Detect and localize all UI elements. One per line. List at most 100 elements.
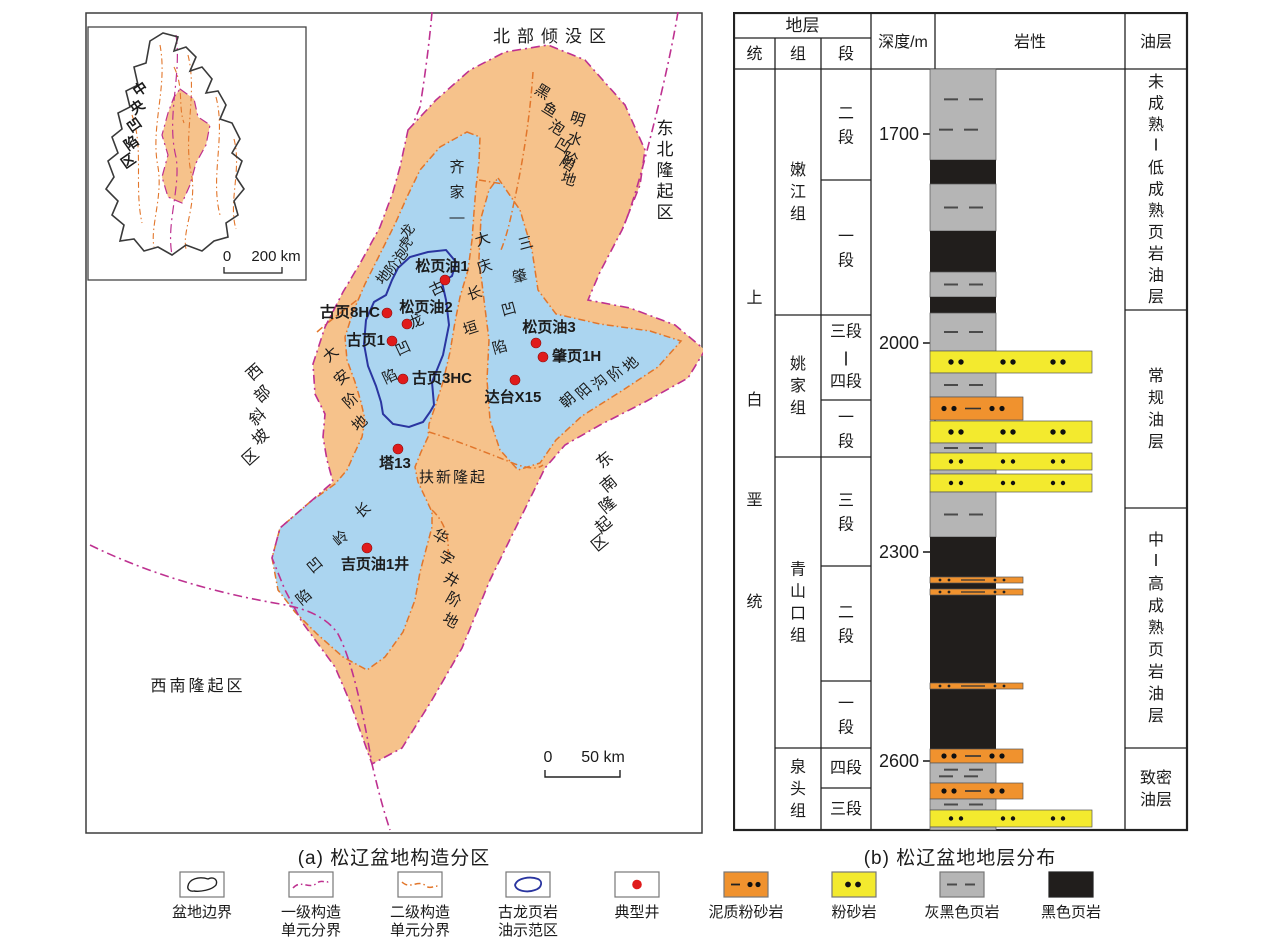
member-label: 三段 (830, 323, 862, 341)
region-label: 凹 (393, 338, 414, 360)
oil-layer-label: 中 (1148, 531, 1164, 549)
siltstone-dot (958, 480, 964, 486)
lith-interval-gray_shale (929, 68, 997, 161)
second-order-boundary-line (271, 131, 481, 671)
region-label: 齐 (449, 159, 464, 176)
stringer-dot (938, 578, 942, 582)
siltstone-dot (948, 816, 954, 821)
legend-swatch-box (288, 871, 334, 898)
demo-area-glyph (514, 876, 542, 893)
legend-swatch-box (505, 871, 551, 898)
member-label: 三 (838, 493, 854, 510)
legend-label-siltstone: 粉砂岩 (831, 904, 877, 921)
legend-swatch-demo-area (505, 871, 551, 898)
legend-label-typical-well: 典型井 (614, 904, 660, 921)
header-depth: 深度/m (878, 33, 928, 51)
series-label: 白 (746, 391, 762, 409)
siltstone-dot (1000, 459, 1006, 464)
well-marker (386, 335, 398, 347)
member-label: 一 (838, 410, 854, 427)
oil-layer-label: 熟 (1148, 202, 1164, 220)
inset-first-order-line (169, 34, 178, 256)
series-label: 垩 (746, 492, 762, 509)
siltstone-dot (1060, 359, 1066, 365)
siltstone-dot (1050, 359, 1056, 365)
oil-layer-label: 油层 (1140, 791, 1172, 809)
inset-second-order-line (131, 114, 143, 224)
map-scale-zero: 0 (544, 749, 553, 766)
siltstone-dot (855, 881, 861, 888)
lith-interval-black_shale (930, 537, 996, 749)
region-label: 陷 (380, 366, 401, 388)
well-label: 古页1 (347, 331, 385, 349)
formation-label: 青 (790, 561, 806, 579)
formation-label: 嫩 (790, 161, 806, 179)
region-label: 起 (657, 182, 674, 201)
well-marker (381, 307, 393, 319)
region-label: 北 (657, 140, 674, 159)
muddy-dot (999, 788, 1005, 794)
header-duan: 段 (838, 45, 854, 63)
siltstone-dot (1010, 359, 1016, 365)
lith-interval-gray_shale (929, 491, 997, 538)
lith-interval-gray_shale (929, 372, 997, 398)
stringer-dot (938, 684, 942, 688)
oil-layer-label: 高 (1148, 575, 1164, 593)
inset-central-depression-outline (161, 88, 211, 204)
oil-layer-label: 熟 (1148, 116, 1164, 134)
member-label: 段 (838, 129, 854, 147)
oil-layer-label: 成 (1148, 95, 1164, 113)
siltstone-dot (958, 359, 964, 365)
region-label: 阶 (442, 589, 464, 611)
oil-layer-label: 致密 (1140, 769, 1172, 787)
lith-interval-gray_shale (929, 312, 997, 352)
legend-label-first-order-boundary: 一级构造 单元分界 (280, 904, 341, 939)
map-scale-text: 50 km (581, 749, 625, 766)
muddy-dot (989, 405, 995, 412)
muddy-dot (941, 753, 947, 759)
oil-layer-label: 成 (1148, 181, 1164, 199)
formation-label: 家 (790, 377, 806, 395)
depth-tick-label: 2600 (879, 751, 919, 771)
muddy-dot (951, 788, 957, 794)
legend-swatch-box (723, 871, 769, 898)
basin-boundary-glyph (187, 877, 218, 892)
series-label: 上 (746, 289, 762, 307)
well-label: 松页油2 (399, 298, 452, 316)
caption-a: (a) 松辽盆地构造分区 (297, 848, 491, 869)
legend-swatch-siltstone (831, 871, 877, 898)
siltstone-dot (948, 480, 954, 486)
member-label: 二 (838, 605, 854, 622)
legend-swatch-box (1048, 871, 1094, 898)
region-label: 北部倾没区 (493, 27, 613, 46)
oil-layer-label: 层 (1148, 289, 1164, 306)
inset-second-order-line (215, 96, 221, 216)
muddy-dot (999, 405, 1005, 412)
header-lith: 岩性 (1014, 33, 1046, 51)
sanzhao-sag (479, 178, 681, 470)
inset-scale-bar (223, 267, 283, 274)
oil-layer-label: 岩 (1148, 245, 1164, 263)
inset-second-order-line (232, 138, 238, 230)
stringer-dot (1002, 578, 1006, 582)
formation-label: 头 (790, 780, 806, 798)
siltstone-dot (1050, 429, 1056, 435)
formation-label: 姚 (790, 355, 806, 373)
region-label: 阶 (561, 149, 581, 170)
qijia-gulong-changling-sag (272, 132, 480, 670)
oil-layer-label: 低 (1148, 159, 1164, 177)
lith-interval-gray_shale (929, 183, 997, 232)
stringer-dot (993, 590, 997, 594)
member-label: 段 (838, 516, 854, 534)
oil-layer-label: 油 (1148, 685, 1164, 703)
siltstone-dot (958, 816, 964, 821)
region-label: 西南隆起区 (150, 677, 245, 695)
stringer-dot (947, 590, 951, 594)
region-label: 凹 (499, 299, 518, 319)
series-label: 统 (746, 593, 762, 611)
region-label: 庆 (475, 256, 495, 277)
well-label: 肇页1H (551, 347, 601, 365)
header-diceng: 地层 (786, 16, 820, 35)
member-label: 段 (838, 433, 854, 451)
oil-layer-label: 岩 (1148, 663, 1164, 681)
